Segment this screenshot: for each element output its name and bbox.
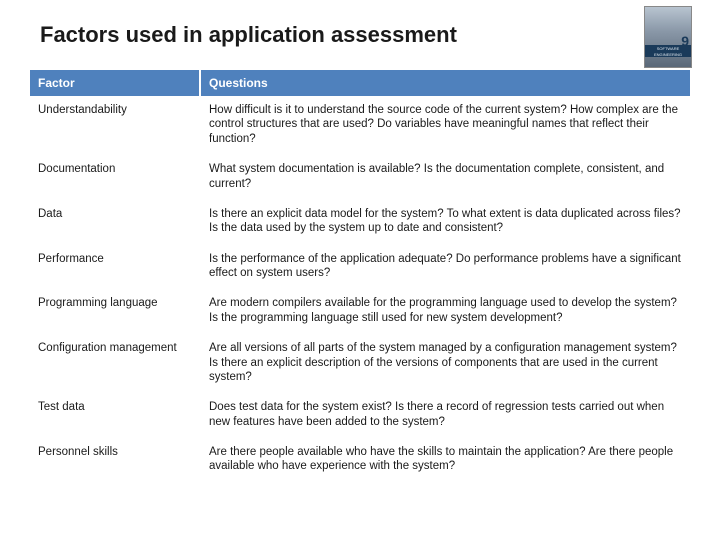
cell-factor: Personnel skills [30,437,200,482]
book-title-band: SOFTWARE ENGINEERING [645,45,691,57]
cell-factor: Test data [30,392,200,437]
cell-questions: Is there an explicit data model for the … [200,199,690,244]
page-title: Factors used in application assessment [40,22,690,48]
table-header-row: Factor Questions [30,70,690,96]
table-row: Performance Is the performance of the ap… [30,244,690,289]
cell-factor: Documentation [30,154,200,199]
cell-factor: Configuration management [30,333,200,392]
table-row: Understandability How difficult is it to… [30,96,690,154]
cell-questions: Does test data for the system exist? Is … [200,392,690,437]
cell-factor: Data [30,199,200,244]
cell-questions: What system documentation is available? … [200,154,690,199]
table-row: Data Is there an explicit data model for… [30,199,690,244]
cell-questions: Are there people available who have the … [200,437,690,482]
cell-questions: Are modern compilers available for the p… [200,288,690,333]
cell-factor: Programming language [30,288,200,333]
cell-factor: Understandability [30,96,200,154]
table-row: Personnel skills Are there people availa… [30,437,690,482]
col-header-questions: Questions [200,70,690,96]
table-row: Configuration management Are all version… [30,333,690,392]
cell-questions: Are all versions of all parts of the sys… [200,333,690,392]
cell-factor: Performance [30,244,200,289]
slide: 9 SOFTWARE ENGINEERING Factors used in a… [0,0,720,540]
col-header-factor: Factor [30,70,200,96]
assessment-table: Factor Questions Understandability How d… [30,70,690,483]
table-row: Test data Does test data for the system … [30,392,690,437]
cell-questions: Is the performance of the application ad… [200,244,690,289]
cell-questions: How difficult is it to understand the so… [200,96,690,154]
book-cover-image: 9 SOFTWARE ENGINEERING [644,6,692,68]
table-row: Programming language Are modern compiler… [30,288,690,333]
table-row: Documentation What system documentation … [30,154,690,199]
